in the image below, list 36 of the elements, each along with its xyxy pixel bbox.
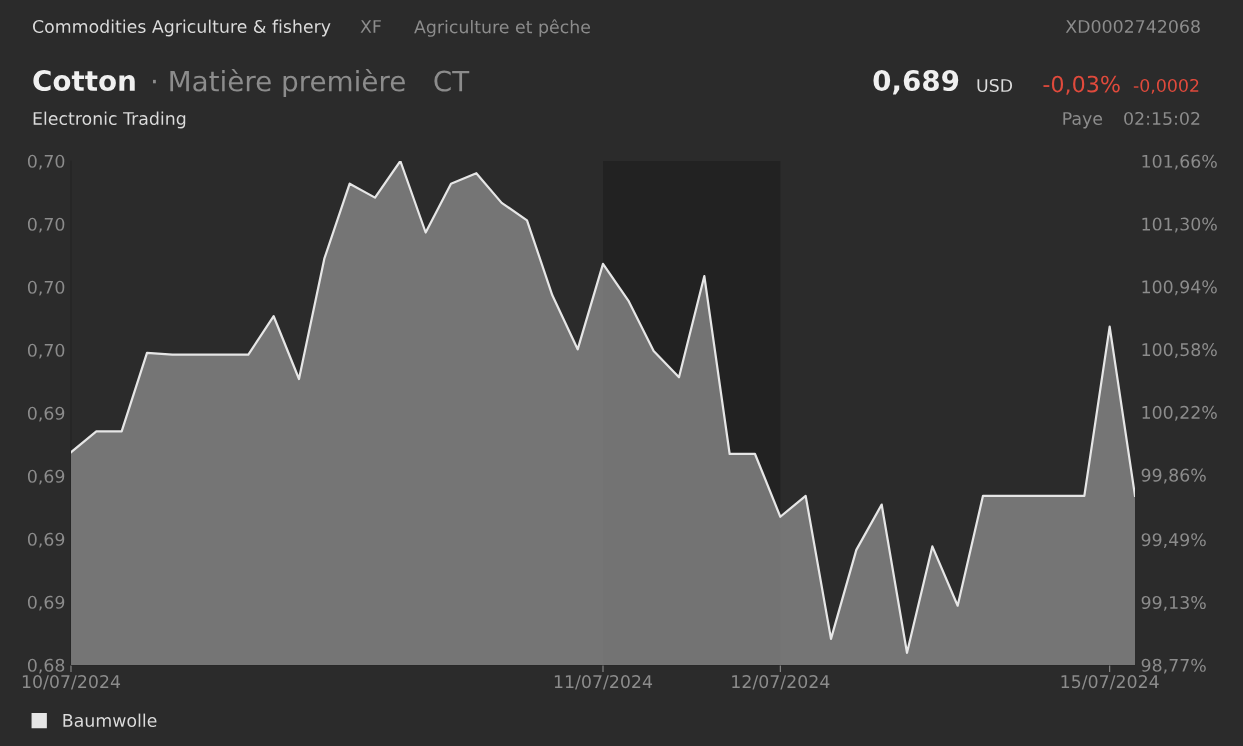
x-tick-label: 12/07/2024 — [732, 675, 830, 690]
chart-subtitle: · Matière première CT — [152, 69, 470, 97]
y-tick-label: 0,69 — [27, 469, 65, 485]
y2-tick-label: 101,66% — [1142, 154, 1217, 170]
text: 0,689 — [873, 70, 959, 95]
legend-label: Baumwolle — [63, 713, 157, 728]
text: -0,0002 — [1133, 78, 1199, 94]
text: -0,03% — [1043, 75, 1120, 95]
y2-tick-label: 100,58% — [1142, 343, 1217, 358]
text: Agriculture et pêche — [414, 19, 590, 37]
x-tick-label: 11/07/2024 — [554, 675, 653, 690]
y-tick-label: 0,70 — [27, 343, 65, 359]
y-tick-label: 0,69 — [27, 406, 65, 422]
text: Electronic Trading — [33, 111, 186, 129]
y2-tick-label: 101,30% — [1142, 217, 1217, 233]
y-tick-label: 0,70 — [27, 154, 65, 170]
text: 02:15:02 — [1124, 111, 1200, 126]
y-tick-label: 0,68 — [27, 658, 65, 674]
y2-tick-label: 99,13% — [1141, 595, 1206, 611]
y-tick-label: 0,69 — [27, 532, 65, 548]
y-tick-label: 0,70 — [27, 217, 65, 233]
text: XF — [360, 20, 381, 33]
y2-tick-label: 100,22% — [1142, 405, 1217, 421]
x-tick-label: 15/07/2024 — [1061, 675, 1159, 690]
text: Paye — [1063, 112, 1103, 129]
y2-tick-label: 100,94% — [1142, 280, 1217, 296]
y-tick-label: 0,70 — [27, 280, 65, 296]
text: XD0002742068 — [1065, 19, 1200, 34]
text: USD — [977, 78, 1013, 93]
chart-title: Cotton — [33, 70, 135, 92]
y2-tick-label: 99,49% — [1141, 533, 1206, 549]
text: Commodities Agriculture & fishery — [32, 19, 331, 37]
y-tick-label: 0,69 — [27, 595, 65, 611]
y2-tick-label: 99,86% — [1141, 468, 1206, 484]
y2-tick-label: 98,77% — [1141, 658, 1206, 674]
x-tick-label: 10/07/2024 — [22, 675, 121, 690]
